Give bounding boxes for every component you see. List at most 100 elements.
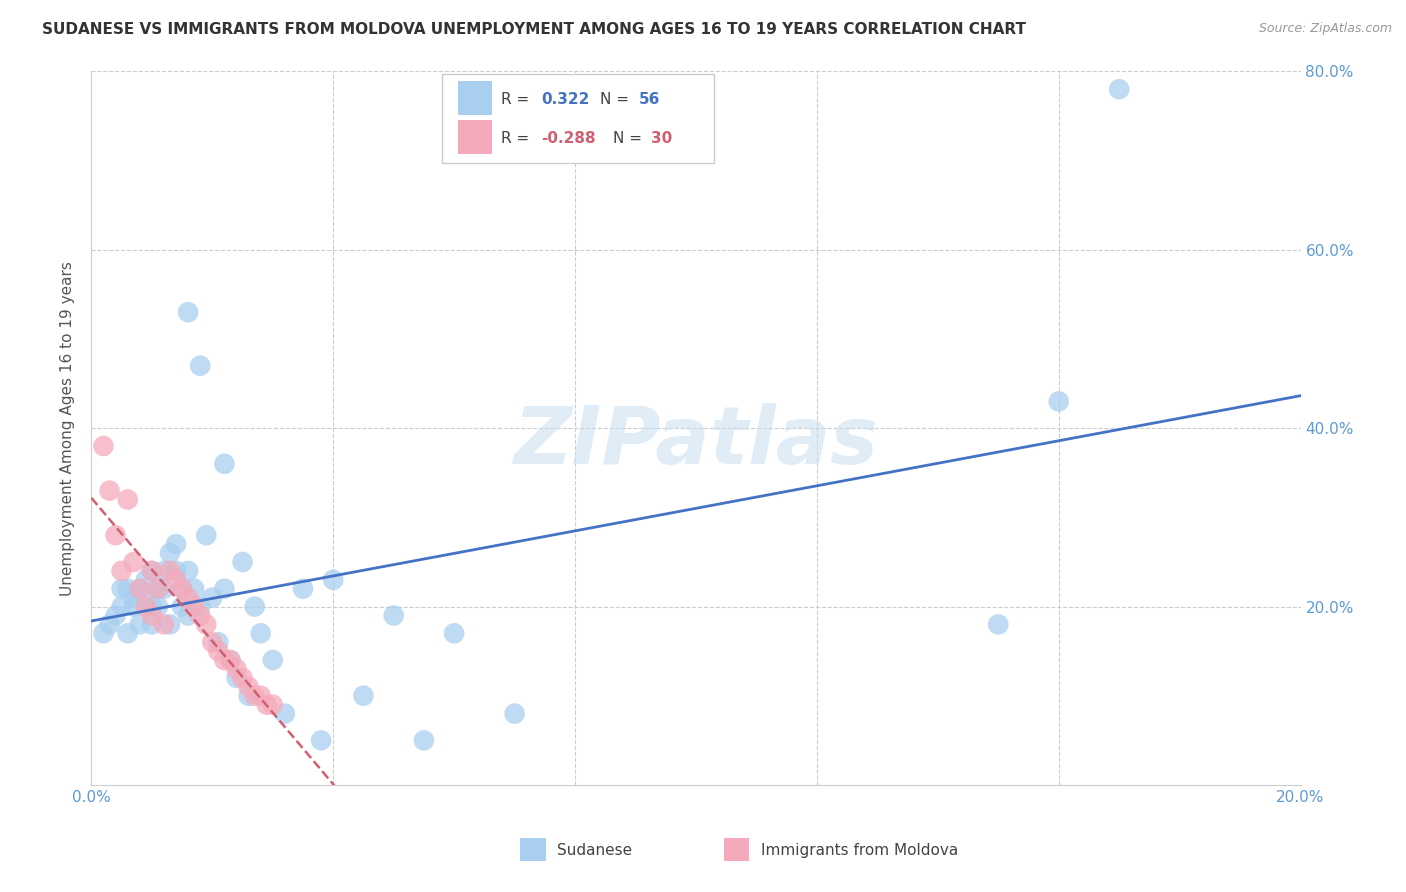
Point xyxy=(177,608,200,623)
FancyBboxPatch shape xyxy=(458,80,492,115)
Point xyxy=(146,582,169,596)
Point xyxy=(177,591,200,605)
Point xyxy=(201,635,224,649)
Point xyxy=(207,644,229,658)
Point xyxy=(93,626,115,640)
Point xyxy=(165,564,187,578)
Point xyxy=(177,564,200,578)
Point xyxy=(128,582,150,596)
Point xyxy=(195,617,218,632)
Point xyxy=(141,617,163,632)
Text: Immigrants from Moldova: Immigrants from Moldova xyxy=(761,843,957,857)
Point xyxy=(352,689,374,703)
Point xyxy=(111,599,132,614)
Point xyxy=(249,689,271,703)
Point xyxy=(135,599,157,614)
Point xyxy=(98,483,121,498)
Point xyxy=(214,582,236,596)
Point xyxy=(188,608,211,623)
Point xyxy=(249,626,271,640)
Text: 30: 30 xyxy=(651,131,672,146)
Text: N =: N = xyxy=(613,131,641,146)
Point xyxy=(322,573,344,587)
Point xyxy=(413,733,436,747)
Point xyxy=(128,582,150,596)
Point xyxy=(987,617,1010,632)
Point xyxy=(104,608,127,623)
Text: Source: ZipAtlas.com: Source: ZipAtlas.com xyxy=(1258,22,1392,36)
Point xyxy=(172,599,194,614)
Point xyxy=(165,537,187,551)
Text: 0.322: 0.322 xyxy=(541,92,589,107)
Point xyxy=(159,546,181,560)
Text: 56: 56 xyxy=(640,92,661,107)
Point xyxy=(243,599,266,614)
Point xyxy=(141,564,163,578)
Point xyxy=(146,582,169,596)
Point xyxy=(153,617,176,632)
Text: N =: N = xyxy=(600,92,630,107)
Point xyxy=(188,599,211,614)
Point xyxy=(111,564,132,578)
Text: SUDANESE VS IMMIGRANTS FROM MOLDOVA UNEMPLOYMENT AMONG AGES 16 TO 19 YEARS CORRE: SUDANESE VS IMMIGRANTS FROM MOLDOVA UNEM… xyxy=(42,22,1026,37)
Text: -0.288: -0.288 xyxy=(541,131,596,146)
Point xyxy=(165,573,187,587)
Point xyxy=(231,555,253,569)
Point xyxy=(274,706,297,721)
Point xyxy=(141,599,163,614)
Text: R =: R = xyxy=(502,92,530,107)
Point xyxy=(219,653,242,667)
Point xyxy=(122,555,145,569)
Point xyxy=(98,617,121,632)
Text: ZIPatlas: ZIPatlas xyxy=(513,403,879,482)
Point xyxy=(122,591,145,605)
Point xyxy=(238,689,260,703)
Point xyxy=(177,305,200,319)
FancyBboxPatch shape xyxy=(441,73,714,162)
Point xyxy=(153,582,176,596)
Point xyxy=(225,671,247,685)
Point xyxy=(382,608,405,623)
Point xyxy=(219,653,242,667)
Point xyxy=(1108,82,1130,96)
Point xyxy=(172,582,194,596)
Point xyxy=(172,582,194,596)
Point xyxy=(238,680,260,694)
Text: Sudanese: Sudanese xyxy=(557,843,631,857)
Point xyxy=(117,582,139,596)
Point xyxy=(443,626,465,640)
Point xyxy=(117,626,139,640)
Point xyxy=(214,653,236,667)
Point xyxy=(141,608,163,623)
Text: R =: R = xyxy=(502,131,530,146)
Point xyxy=(117,492,139,507)
Point xyxy=(503,706,526,721)
Point xyxy=(146,599,169,614)
Point xyxy=(207,635,229,649)
Point xyxy=(128,617,150,632)
Point xyxy=(159,617,181,632)
Point xyxy=(243,689,266,703)
Point xyxy=(309,733,332,747)
Point xyxy=(122,599,145,614)
FancyBboxPatch shape xyxy=(458,120,492,154)
Point xyxy=(195,528,218,542)
Point xyxy=(225,662,247,676)
Point xyxy=(292,582,315,596)
Y-axis label: Unemployment Among Ages 16 to 19 years: Unemployment Among Ages 16 to 19 years xyxy=(60,260,76,596)
Point xyxy=(183,599,205,614)
Point xyxy=(183,582,205,596)
Point xyxy=(1047,394,1070,409)
Point xyxy=(153,564,176,578)
Point xyxy=(262,653,284,667)
Point xyxy=(214,457,236,471)
Point xyxy=(159,564,181,578)
Point xyxy=(201,591,224,605)
Point xyxy=(188,359,211,373)
Point xyxy=(111,582,132,596)
Point xyxy=(256,698,278,712)
Point xyxy=(135,591,157,605)
Point xyxy=(141,564,163,578)
Point xyxy=(231,671,253,685)
Point xyxy=(104,528,127,542)
